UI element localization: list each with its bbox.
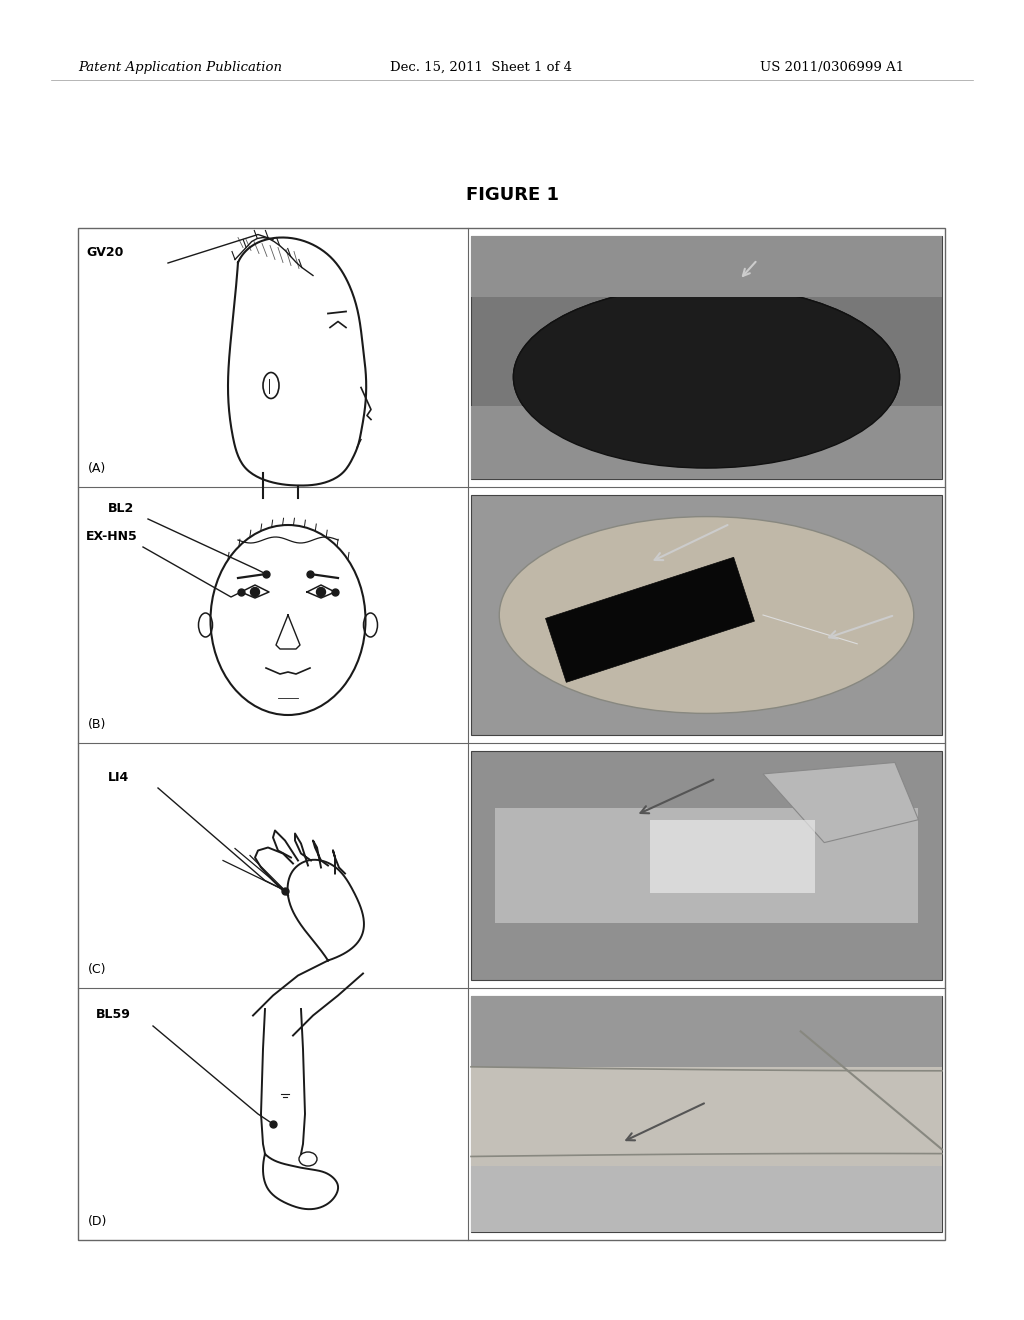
- Text: Patent Application Publication: Patent Application Publication: [78, 61, 282, 74]
- Text: FIGURE 1: FIGURE 1: [466, 186, 558, 205]
- Bar: [471, 236, 942, 297]
- Text: GV20: GV20: [86, 246, 123, 259]
- Text: (B): (B): [88, 718, 106, 731]
- Bar: [78, 228, 945, 1239]
- Ellipse shape: [316, 587, 326, 597]
- Text: (A): (A): [88, 462, 106, 475]
- Ellipse shape: [513, 286, 900, 469]
- Ellipse shape: [251, 587, 259, 597]
- Text: Dec. 15, 2011  Sheet 1 of 4: Dec. 15, 2011 Sheet 1 of 4: [390, 61, 572, 74]
- Bar: [471, 751, 942, 979]
- Text: EX-HN5: EX-HN5: [86, 531, 138, 543]
- Bar: [471, 407, 942, 479]
- Bar: [546, 557, 755, 682]
- Text: (C): (C): [88, 964, 106, 975]
- Bar: [471, 1067, 942, 1166]
- Bar: [650, 820, 815, 892]
- Bar: [495, 808, 919, 923]
- Ellipse shape: [500, 516, 913, 713]
- Bar: [471, 495, 942, 735]
- Text: (D): (D): [88, 1214, 108, 1228]
- Text: LI4: LI4: [108, 771, 129, 784]
- Bar: [471, 1162, 942, 1232]
- Bar: [471, 236, 942, 479]
- Bar: [471, 997, 942, 1232]
- Ellipse shape: [513, 286, 900, 469]
- Bar: [471, 997, 942, 1072]
- Polygon shape: [763, 763, 919, 842]
- Text: BL59: BL59: [96, 1008, 131, 1020]
- Text: US 2011/0306999 A1: US 2011/0306999 A1: [760, 61, 904, 74]
- Text: BL2: BL2: [108, 502, 134, 515]
